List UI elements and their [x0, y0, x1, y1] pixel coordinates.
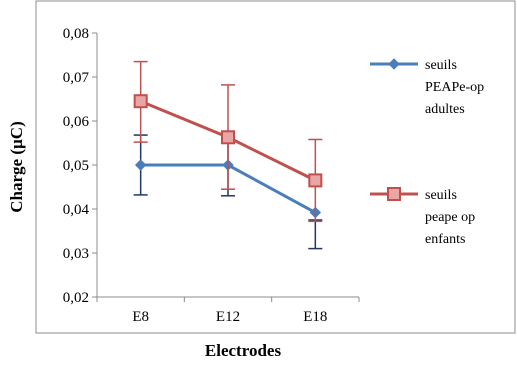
y-tick-label: 0,06	[63, 114, 90, 130]
x-axis-title: Electrodes	[205, 341, 282, 360]
y-axis-title: Charge (µC)	[7, 121, 26, 212]
y-tick-label: 0,07	[63, 70, 90, 86]
legend-entry: seuils PEAPe-op adultes	[370, 58, 484, 117]
y-tick-label: 0,08	[63, 26, 89, 42]
legend-label: peape op	[425, 210, 475, 225]
y-tick-label: 0,03	[63, 246, 89, 262]
x-tick-label: E12	[216, 309, 240, 325]
legend-label: enfants	[425, 232, 465, 247]
data-point	[308, 173, 323, 188]
y-tick-label: 0,05	[63, 158, 89, 174]
y-tick-label: 0,04	[63, 202, 90, 218]
x-tick-label: E8	[132, 309, 149, 325]
legend-marker	[387, 187, 401, 201]
y-tick-label: 0,02	[63, 290, 89, 306]
legend-label: adultes	[425, 102, 465, 117]
legend-label: seuils	[425, 58, 457, 73]
legend-marker	[388, 58, 400, 70]
series-group	[133, 60, 323, 223]
legend-entry: seuils peape op enfants	[370, 187, 475, 247]
data-point	[133, 94, 148, 109]
legend-label: PEAPe-op	[425, 80, 484, 95]
data-point	[134, 159, 147, 171]
data-point	[221, 130, 235, 145]
legend-label: seuils	[425, 188, 457, 203]
chart-frame	[35, 0, 516, 334]
x-tick-label: E18	[303, 309, 327, 325]
